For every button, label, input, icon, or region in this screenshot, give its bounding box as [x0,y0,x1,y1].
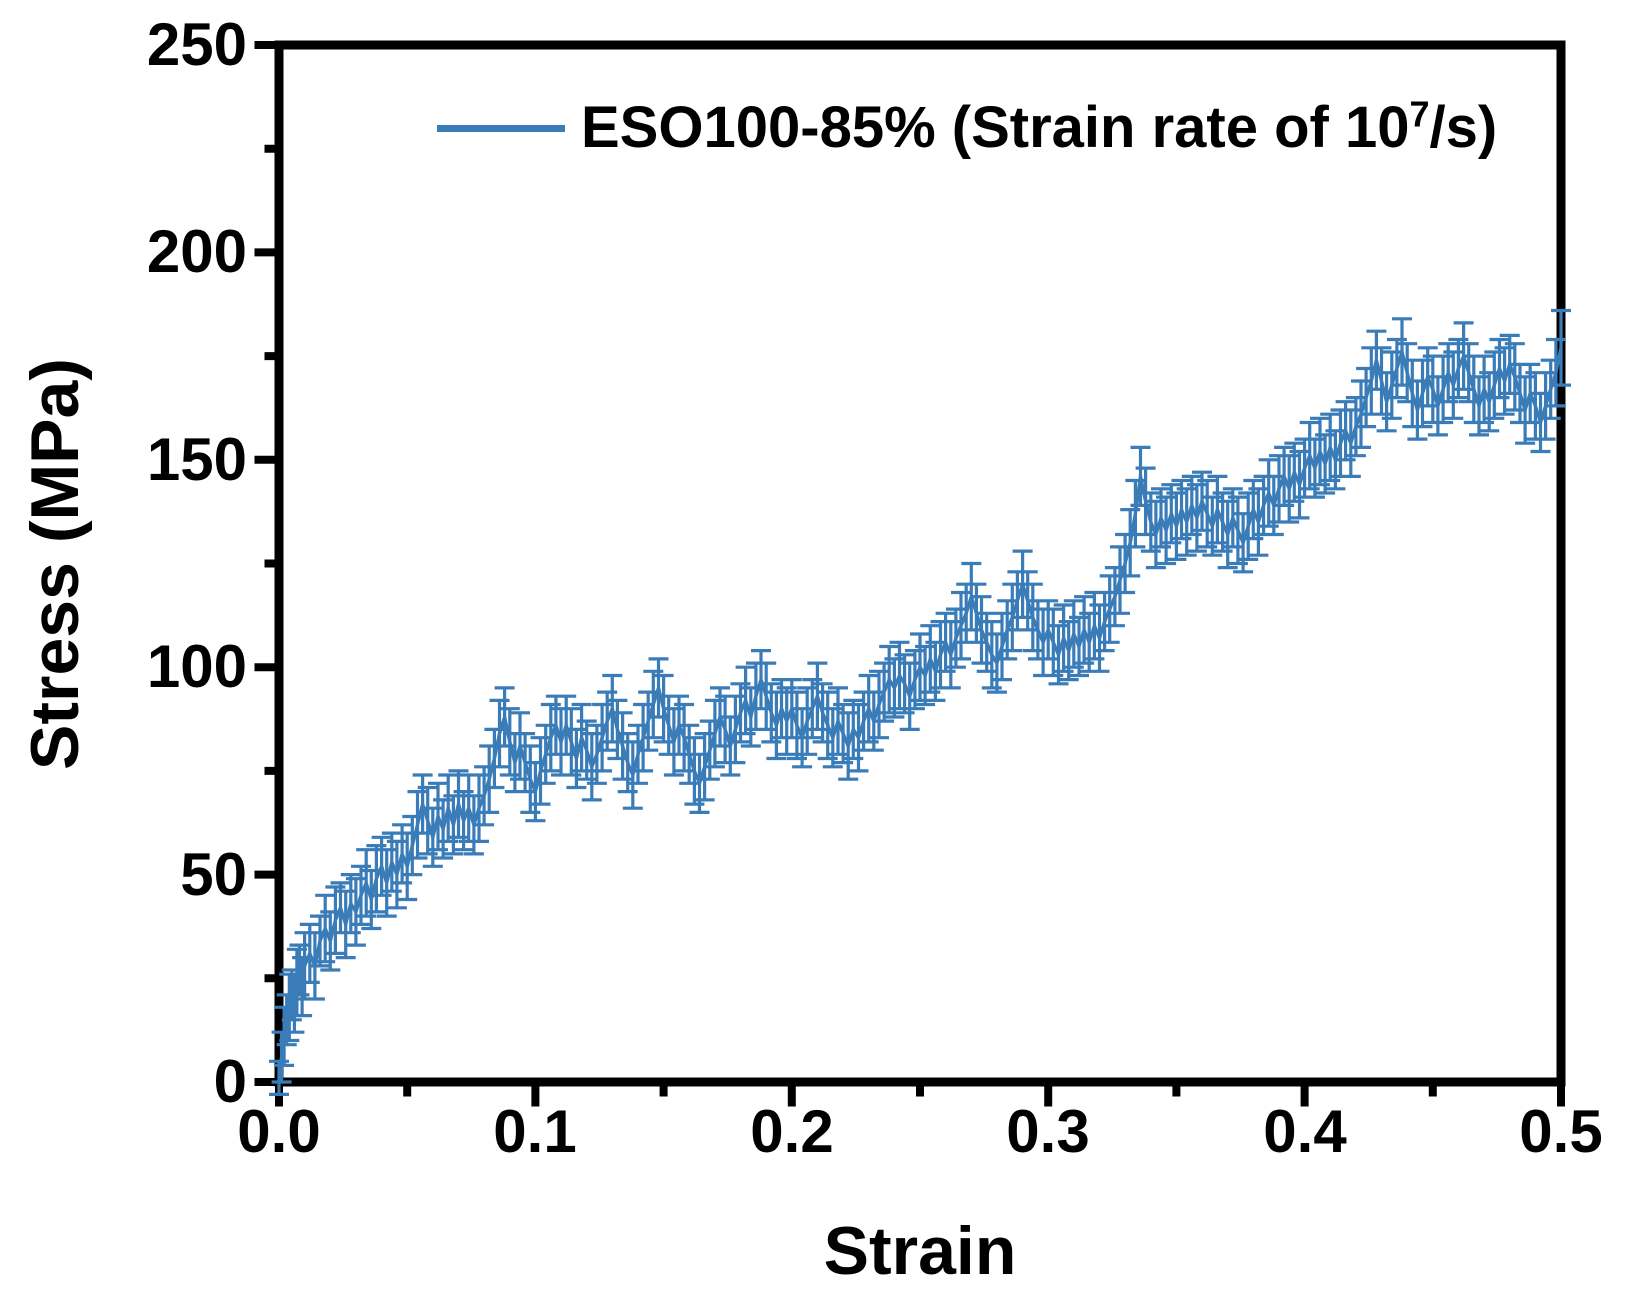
x-tick-label: 0.0 [237,1098,321,1165]
legend-label-superscript: 7 [1409,93,1430,135]
data-series-line [277,347,1563,1079]
plot-frame [274,40,1566,1087]
y-tick-label: 100 [146,633,247,700]
y-tick-label: 150 [146,426,247,493]
legend-label-end: /s) [1429,95,1498,160]
legend-line-swatch [437,124,565,132]
x-tick-label: 0.1 [493,1098,577,1165]
y-tick-label: 250 [146,11,247,78]
legend-label-main: ESO100-85% (Strain rate of 10 [581,95,1410,160]
x-tick-label: 0.5 [1519,1098,1603,1165]
axis-ticks [254,41,1565,1107]
y-tick-label: 50 [180,841,247,908]
x-axis-title: Strain [823,1213,1017,1289]
legend-label: ESO100-85% (Strain rate of 107/s) [581,96,1497,160]
legend: ESO100-85% (Strain rate of 107/s) [437,96,1497,160]
x-tick-label: 0.2 [750,1098,834,1165]
y-tick-label: 200 [146,218,247,285]
x-tick-label: 0.4 [1263,1098,1347,1165]
y-tick-label: 0 [213,1048,247,1115]
x-tick-label: 0.3 [1006,1098,1090,1165]
error-bars [269,308,1571,1096]
y-axis-title: Stress (MPa) [17,358,93,770]
